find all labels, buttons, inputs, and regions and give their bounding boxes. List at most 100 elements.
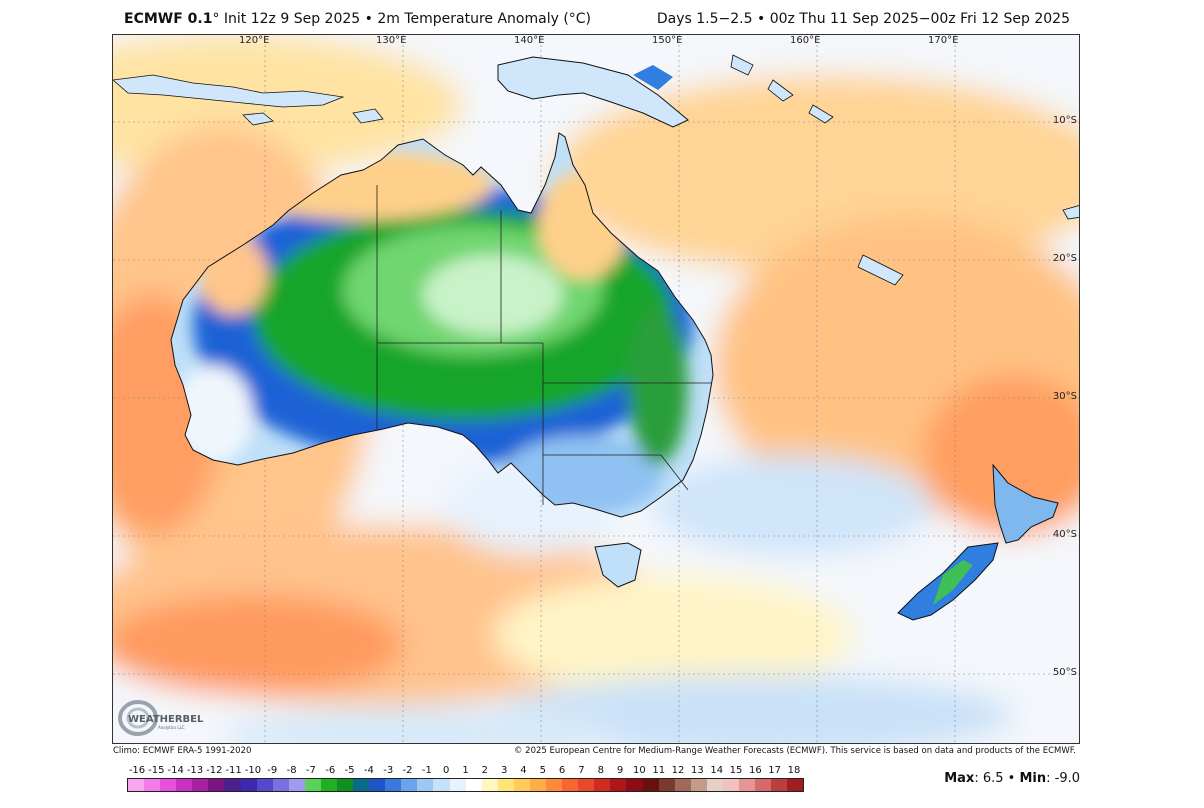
colorbar-swatch (706, 779, 723, 791)
colorbar-tick-label: -1 (421, 765, 432, 776)
colorbar-tick-label: -7 (305, 765, 316, 776)
lon-label-150: 150°E (652, 35, 683, 46)
colorbar-swatch (449, 779, 466, 791)
colorbar-tick-label: -8 (286, 765, 297, 776)
colorbar-swatch (144, 779, 161, 791)
colorbar-tick-label: -4 (363, 765, 374, 776)
colorbar-swatch (722, 779, 739, 791)
min-label: Min (1019, 771, 1047, 786)
colorbar-swatch (755, 779, 772, 791)
colorbar-tick-label: 6 (558, 765, 566, 776)
colorbar-swatch (353, 779, 370, 791)
colorbar-swatch (658, 779, 675, 791)
init-text: Init 12z 9 Sep 2025 • 2m Temperature Ano… (223, 11, 592, 27)
colorbar-swatch (433, 779, 450, 791)
weatherbell-logo: WEATHERBELL Analytics LLC (118, 700, 204, 736)
degree-sign: ° (212, 11, 220, 27)
colorbar (127, 778, 804, 792)
colorbar-tick-label: 3 (500, 765, 508, 776)
colorbar-swatch (320, 779, 338, 791)
lon-label-160: 160°E (790, 35, 821, 46)
colorbar-swatch (610, 779, 627, 791)
ocean-anomaly-field (113, 35, 1079, 743)
state-borders (376, 185, 711, 505)
colorbar-swatch (385, 779, 402, 791)
lon-label-120: 120°E (239, 35, 270, 46)
colorbar-swatch (128, 779, 145, 791)
colorbar-tick-label: 18 (787, 765, 801, 776)
colorbar-swatch (594, 779, 611, 791)
colorbar-tick-label: -2 (402, 765, 413, 776)
colorbar-tick-label: 8 (597, 765, 604, 776)
lat-label-30s: 30°S (1052, 391, 1077, 402)
colorbar-swatch (337, 779, 354, 791)
colorbar-tick-label: 9 (616, 765, 624, 776)
lon-label-140: 140°E (514, 35, 545, 46)
colorbar-tick-label: -5 (344, 765, 355, 776)
colorbar-swatch (546, 779, 563, 791)
colorbar-swatch (208, 779, 225, 791)
nz-north-island (992, 463, 1059, 544)
colorbar-tick-label: -9 (267, 765, 278, 776)
colorbar-tick-label: -13 (186, 765, 204, 776)
colorbar-swatch (626, 779, 643, 791)
colorbar-tick-label: 5 (539, 765, 546, 776)
australia-coastline (170, 132, 714, 518)
colorbar-swatch (787, 779, 804, 791)
colorbar-swatch (401, 779, 418, 791)
lon-label-170: 170°E (928, 35, 959, 46)
map-canvas (113, 35, 1079, 743)
colorbar-swatch (288, 779, 305, 791)
max-min-readout: Max: 6.5 • Min: -9.0 (944, 771, 1080, 786)
colorbar-tick-label: 11 (652, 765, 666, 776)
colorbar-tick-label: 4 (520, 765, 527, 776)
colorbar-swatch (256, 779, 273, 791)
colorbar-tick-label: -12 (206, 765, 223, 776)
colorbar-swatch (674, 779, 691, 791)
colorbar-tick-label: 7 (578, 765, 585, 776)
colorbar-tick-label: 15 (729, 765, 743, 776)
colorbar-tick-label: 0 (442, 765, 450, 776)
colorbar-swatch (224, 779, 241, 791)
logo-text: WEATHERBELL (128, 714, 204, 725)
colorbar-swatch (176, 779, 193, 791)
colorbar-tick-label: 12 (671, 765, 685, 776)
colorbar-swatch (562, 779, 579, 791)
temperature-anomaly-map: 120°E 130°E 140°E 150°E 160°E 170°E 10°S… (112, 34, 1080, 744)
colorbar-swatch (272, 779, 289, 791)
tasmania (594, 542, 642, 588)
colorbar-tick-label: -6 (325, 765, 336, 776)
model-name: ECMWF 0.1 (124, 11, 213, 27)
colorbar-swatch (417, 779, 434, 791)
new-guinea-highlands-anomaly (633, 65, 673, 90)
max-label: Max (944, 771, 975, 786)
colorbar-tick-label: 2 (481, 765, 488, 776)
colorbar-tick-label: 13 (691, 765, 704, 776)
nz-alps-anomaly (933, 560, 973, 605)
colorbar-swatch (160, 779, 177, 791)
colorbar-tick-label: -14 (167, 765, 184, 776)
colorbar-tick-label: 17 (768, 765, 782, 776)
min-value: -9.0 (1054, 771, 1080, 786)
colorbar-swatch (513, 779, 530, 791)
colorbar-tick-label: -15 (148, 765, 165, 776)
pacific-islands (730, 54, 1079, 286)
colorbar-swatch (465, 779, 482, 791)
colorbar-tick-label: 1 (462, 765, 469, 776)
colorbar-ticks: -16 -15 -14 -13 -12 -11 -10 -9 -8 -7 -6 -5 -4 -3 -2 -1 0… (127, 765, 804, 777)
valid-period: Days 1.5−2.5 • 00z Thu 11 Sep 2025−00z F… (656, 11, 1070, 27)
colorbar-tick-label: -16 (128, 765, 146, 776)
colorbar-swatch (690, 779, 707, 791)
colorbar-swatch (481, 779, 498, 791)
lon-label-130: 130°E (376, 35, 407, 46)
colorbar-tick-label: -10 (244, 765, 262, 776)
colorbar-swatch (369, 779, 386, 791)
colorbar-tick-label: 10 (633, 765, 646, 776)
indonesia-islands (113, 74, 384, 126)
max-value: 6.5 (982, 771, 1004, 786)
colorbar-swatch (497, 779, 514, 791)
lat-label-40s: 40°S (1052, 529, 1077, 540)
colorbar-swatch (578, 779, 595, 791)
colorbar-swatch (529, 779, 547, 791)
colorbar-swatch (642, 779, 659, 791)
